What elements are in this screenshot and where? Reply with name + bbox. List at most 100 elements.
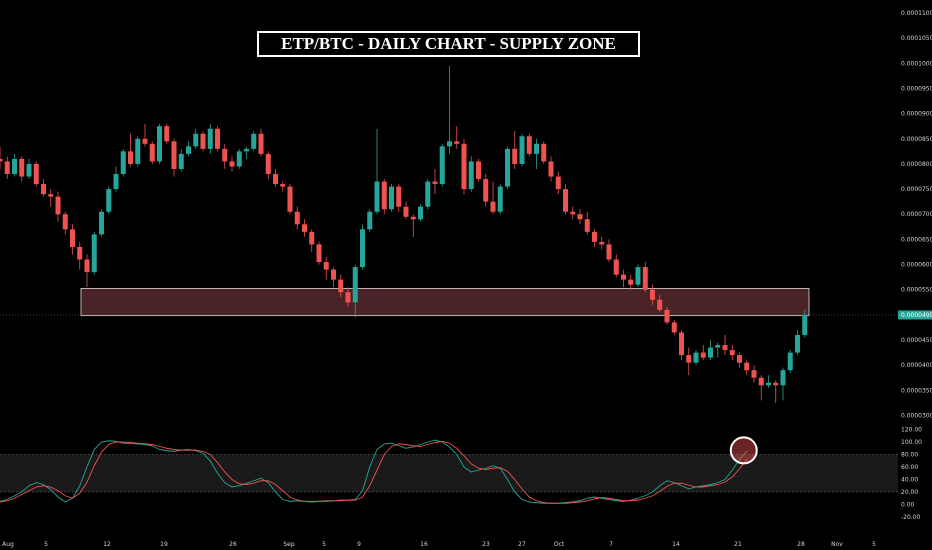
x-axis-label: 16 bbox=[420, 541, 428, 548]
stoch-tick-label: 20.00 bbox=[901, 489, 918, 496]
candle-body bbox=[679, 332, 684, 356]
candle-body bbox=[621, 274, 626, 280]
candle-body bbox=[563, 189, 568, 212]
candle-body bbox=[149, 143, 155, 162]
candle-body bbox=[99, 211, 104, 235]
candle-body bbox=[628, 279, 634, 285]
candle-body bbox=[309, 231, 315, 245]
candle-body bbox=[0, 158, 3, 162]
x-axis-label: Nov bbox=[831, 541, 843, 548]
candle-body bbox=[671, 322, 677, 333]
candle-body bbox=[715, 345, 721, 348]
x-axis-label: Oct bbox=[554, 541, 565, 548]
candle-body bbox=[280, 184, 286, 187]
candle-body bbox=[773, 382, 779, 386]
candle-body bbox=[374, 181, 380, 212]
x-axis-label: 23 bbox=[482, 541, 490, 548]
candle-body bbox=[787, 352, 793, 371]
candle-body bbox=[244, 148, 249, 152]
candle-body bbox=[258, 133, 264, 154]
candle-body bbox=[432, 181, 438, 185]
candle-body bbox=[207, 128, 213, 149]
candle-body bbox=[592, 231, 597, 242]
x-axis-label: 12 bbox=[103, 541, 111, 548]
candle-body bbox=[795, 334, 800, 353]
candle-body bbox=[505, 148, 510, 187]
candle-body bbox=[178, 153, 184, 169]
candle-body bbox=[410, 216, 416, 220]
candle-body bbox=[323, 262, 329, 270]
x-axis-label: Sep bbox=[283, 541, 295, 548]
candle-body bbox=[534, 143, 539, 154]
candle-body bbox=[512, 148, 518, 164]
candle-body bbox=[490, 201, 496, 212]
candle-body bbox=[635, 267, 641, 285]
candle-body bbox=[780, 370, 786, 386]
x-axis-label: 5 bbox=[322, 541, 326, 548]
candle-body bbox=[737, 355, 742, 363]
candle-body bbox=[483, 179, 489, 202]
candle-body bbox=[345, 292, 351, 303]
x-axis-label: Aug bbox=[2, 541, 14, 548]
candle-body bbox=[12, 158, 17, 175]
candle-body bbox=[425, 181, 431, 207]
candle-body bbox=[193, 133, 199, 147]
x-axis-label: 19 bbox=[160, 541, 168, 548]
candle-body bbox=[128, 151, 133, 164]
candle-body bbox=[447, 141, 452, 147]
candle-body bbox=[302, 224, 307, 232]
candle-body bbox=[171, 141, 177, 169]
candle-body bbox=[164, 126, 170, 142]
candle-body bbox=[294, 211, 300, 225]
candle-body bbox=[265, 153, 271, 175]
x-axis: Aug 5 12 19 26 Sep 5 9 16 23 27 Oct 7 14 21 28 Nov 5 bbox=[2, 541, 876, 548]
stochastic-pane: 120.00 100.00 80.00 60.00 40.00 20.00 0.00 -20.… bbox=[0, 427, 922, 521]
candle-body bbox=[142, 138, 148, 144]
current-price-tag bbox=[898, 310, 932, 320]
candle-body bbox=[497, 186, 503, 212]
candle-body bbox=[273, 174, 278, 185]
candle-body bbox=[19, 158, 25, 177]
candle-body bbox=[367, 211, 373, 230]
candle-body bbox=[700, 352, 706, 358]
candle-body bbox=[316, 244, 322, 263]
candle-body bbox=[476, 161, 481, 180]
x-axis-label: 26 bbox=[229, 541, 237, 548]
candle-body bbox=[186, 146, 191, 154]
candle-body bbox=[729, 350, 735, 356]
candle-body bbox=[548, 161, 554, 177]
candle-body bbox=[751, 370, 757, 378]
candle-body bbox=[664, 309, 670, 323]
candle-body bbox=[4, 161, 10, 175]
candle-body bbox=[84, 259, 90, 273]
candle-body bbox=[157, 126, 162, 162]
candle-body bbox=[584, 219, 590, 232]
x-axis-label: 5 bbox=[872, 541, 876, 548]
candle-body bbox=[62, 214, 68, 230]
candle-body bbox=[541, 143, 547, 162]
candle-body bbox=[352, 267, 358, 303]
candle-body bbox=[381, 181, 387, 210]
stoch-tick-label: 120.00 bbox=[901, 427, 922, 434]
stoch-k-line bbox=[0, 439, 748, 504]
candle-body bbox=[396, 186, 402, 207]
candle-body bbox=[222, 148, 228, 162]
supply-zone bbox=[80, 288, 810, 317]
candle-body bbox=[200, 133, 206, 149]
candle-body bbox=[41, 184, 46, 195]
candle-body bbox=[48, 194, 54, 197]
candle-body bbox=[113, 174, 119, 190]
current-price-tag-label: 0.00004998 bbox=[901, 312, 932, 319]
